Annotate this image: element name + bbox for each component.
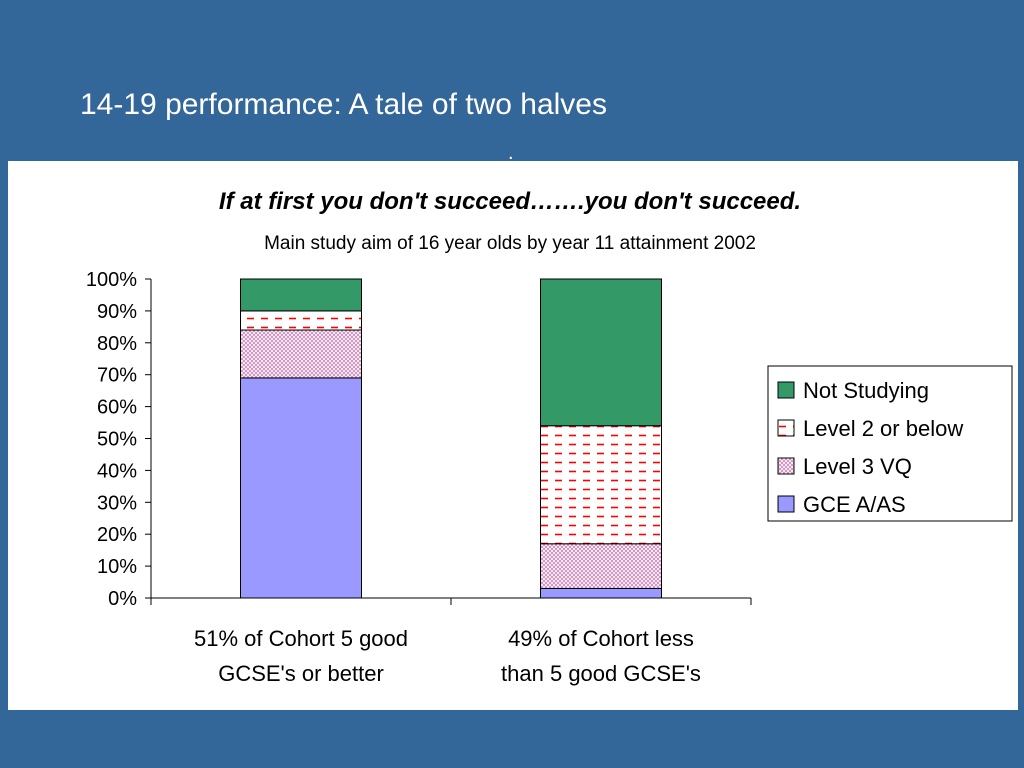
- x-tick-label: 49% of Cohort less: [508, 626, 694, 651]
- stacked-bar-chart: If at first you don't succeed…….you don'…: [86, 188, 1013, 686]
- bar-segment: [240, 278, 362, 312]
- stray-mark: .: [508, 142, 514, 164]
- bar-segment: [240, 329, 362, 379]
- bar-segment: [540, 543, 662, 589]
- y-tick-label: 80%: [97, 333, 137, 355]
- legend-label: Level 2 or below: [803, 416, 963, 441]
- bar-segment: [240, 377, 362, 599]
- chart-panel: If at first you don't succeed…….you don'…: [8, 161, 1018, 710]
- y-tick-label: 0%: [108, 588, 137, 610]
- chart-subtitle: Main study aim of 16 year olds by year 1…: [264, 233, 756, 254]
- bar-segment: [540, 587, 662, 599]
- legend-label: Level 3 VQ: [803, 454, 912, 479]
- legend-swatch: [777, 419, 795, 437]
- y-tick-label: 90%: [97, 301, 137, 323]
- y-tick-label: 10%: [97, 556, 137, 578]
- legend-swatch: [777, 381, 795, 399]
- legend-label: Not Studying: [803, 378, 929, 403]
- chart-title: If at first you don't succeed…….you don'…: [219, 188, 801, 215]
- x-tick-label: than 5 good GCSE's: [501, 661, 701, 686]
- y-tick-label: 70%: [97, 365, 137, 387]
- legend-box: [767, 365, 1013, 522]
- legend-swatch: [777, 495, 795, 513]
- x-tick-label: 51% of Cohort 5 good: [194, 626, 408, 651]
- y-tick-label: 40%: [97, 460, 137, 482]
- y-tick-label: 20%: [97, 524, 137, 546]
- y-tick-label: 60%: [97, 397, 137, 419]
- legend-label: GCE A/AS: [803, 492, 906, 517]
- bar-segment: [540, 278, 662, 427]
- y-tick-label: 50%: [97, 429, 137, 451]
- y-tick-label: 30%: [97, 492, 137, 514]
- slide-title: 14-19 performance: A tale of two halves: [80, 88, 607, 121]
- legend-swatch: [777, 457, 795, 475]
- x-tick-label: GCSE's or better: [218, 661, 384, 686]
- y-tick-label: 100%: [86, 269, 137, 291]
- bar-segment: [540, 425, 662, 545]
- bar-segment: [240, 310, 362, 331]
